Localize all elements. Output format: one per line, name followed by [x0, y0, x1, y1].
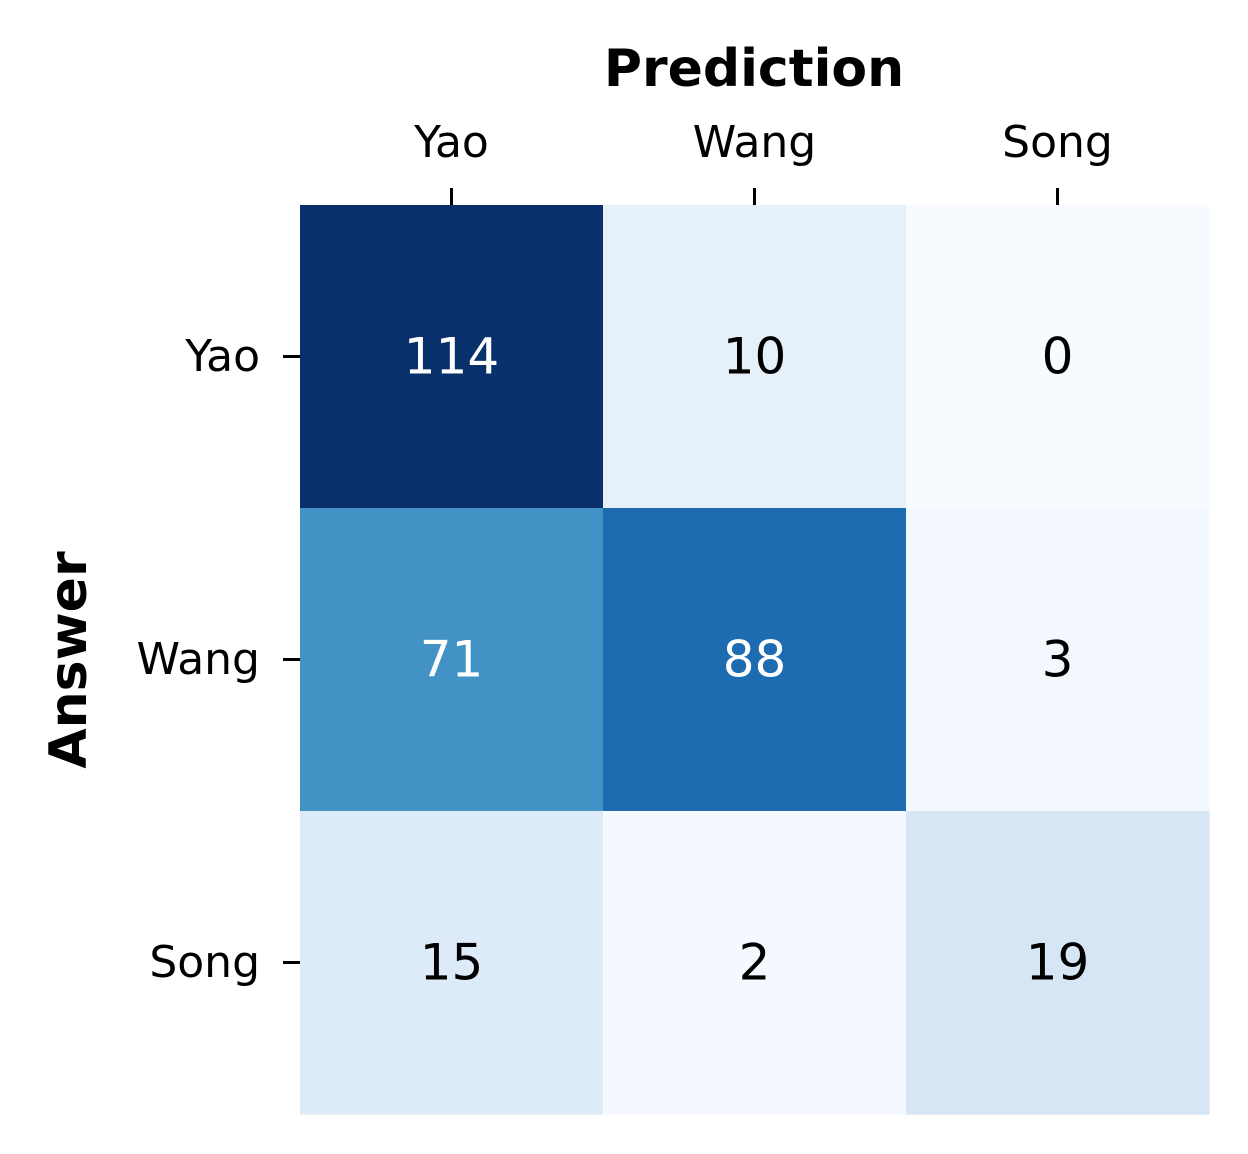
x-axis-ticks: Yao Wang Song: [413, 117, 1113, 205]
x-tick-label-wang: Wang: [693, 117, 816, 168]
cell-song-yao: [300, 811, 604, 1115]
cell-song-song: [906, 811, 1210, 1115]
x-tick-label-song: Song: [1002, 117, 1113, 168]
heatmap-cell-labels: 114 10 0 71 88 3 15 2 19: [404, 328, 1090, 992]
cell-value-wang-wang: 88: [723, 631, 787, 689]
y-tick-label-wang: Wang: [137, 634, 260, 685]
cell-value-song-yao: 15: [420, 934, 484, 992]
cell-yao-wang: [603, 205, 907, 509]
cell-wang-yao: [300, 508, 604, 812]
cell-value-song-song: 19: [1026, 934, 1090, 992]
cell-value-yao-yao: 114: [404, 328, 499, 386]
y-axis-ticks: Yao Wang Song: [137, 331, 300, 988]
cell-value-song-wang: 2: [739, 934, 771, 992]
cell-song-wang: [603, 811, 907, 1115]
heatmap-cells: [300, 205, 1210, 1115]
x-tick-label-yao: Yao: [413, 117, 489, 168]
cell-value-wang-yao: 71: [420, 631, 484, 689]
cell-yao-song: [906, 205, 1210, 509]
y-tick-label-song: Song: [149, 937, 260, 988]
cell-wang-song: [906, 508, 1210, 812]
y-tick-label-yao: Yao: [184, 331, 260, 382]
cell-value-yao-wang: 10: [723, 328, 787, 386]
cell-value-wang-song: 3: [1042, 631, 1074, 689]
cell-yao-yao: [300, 205, 604, 509]
cell-wang-wang: [603, 508, 907, 812]
cell-value-yao-song: 0: [1042, 328, 1074, 386]
x-axis-title: Prediction: [604, 39, 904, 99]
y-axis-title: Answer: [39, 551, 99, 769]
